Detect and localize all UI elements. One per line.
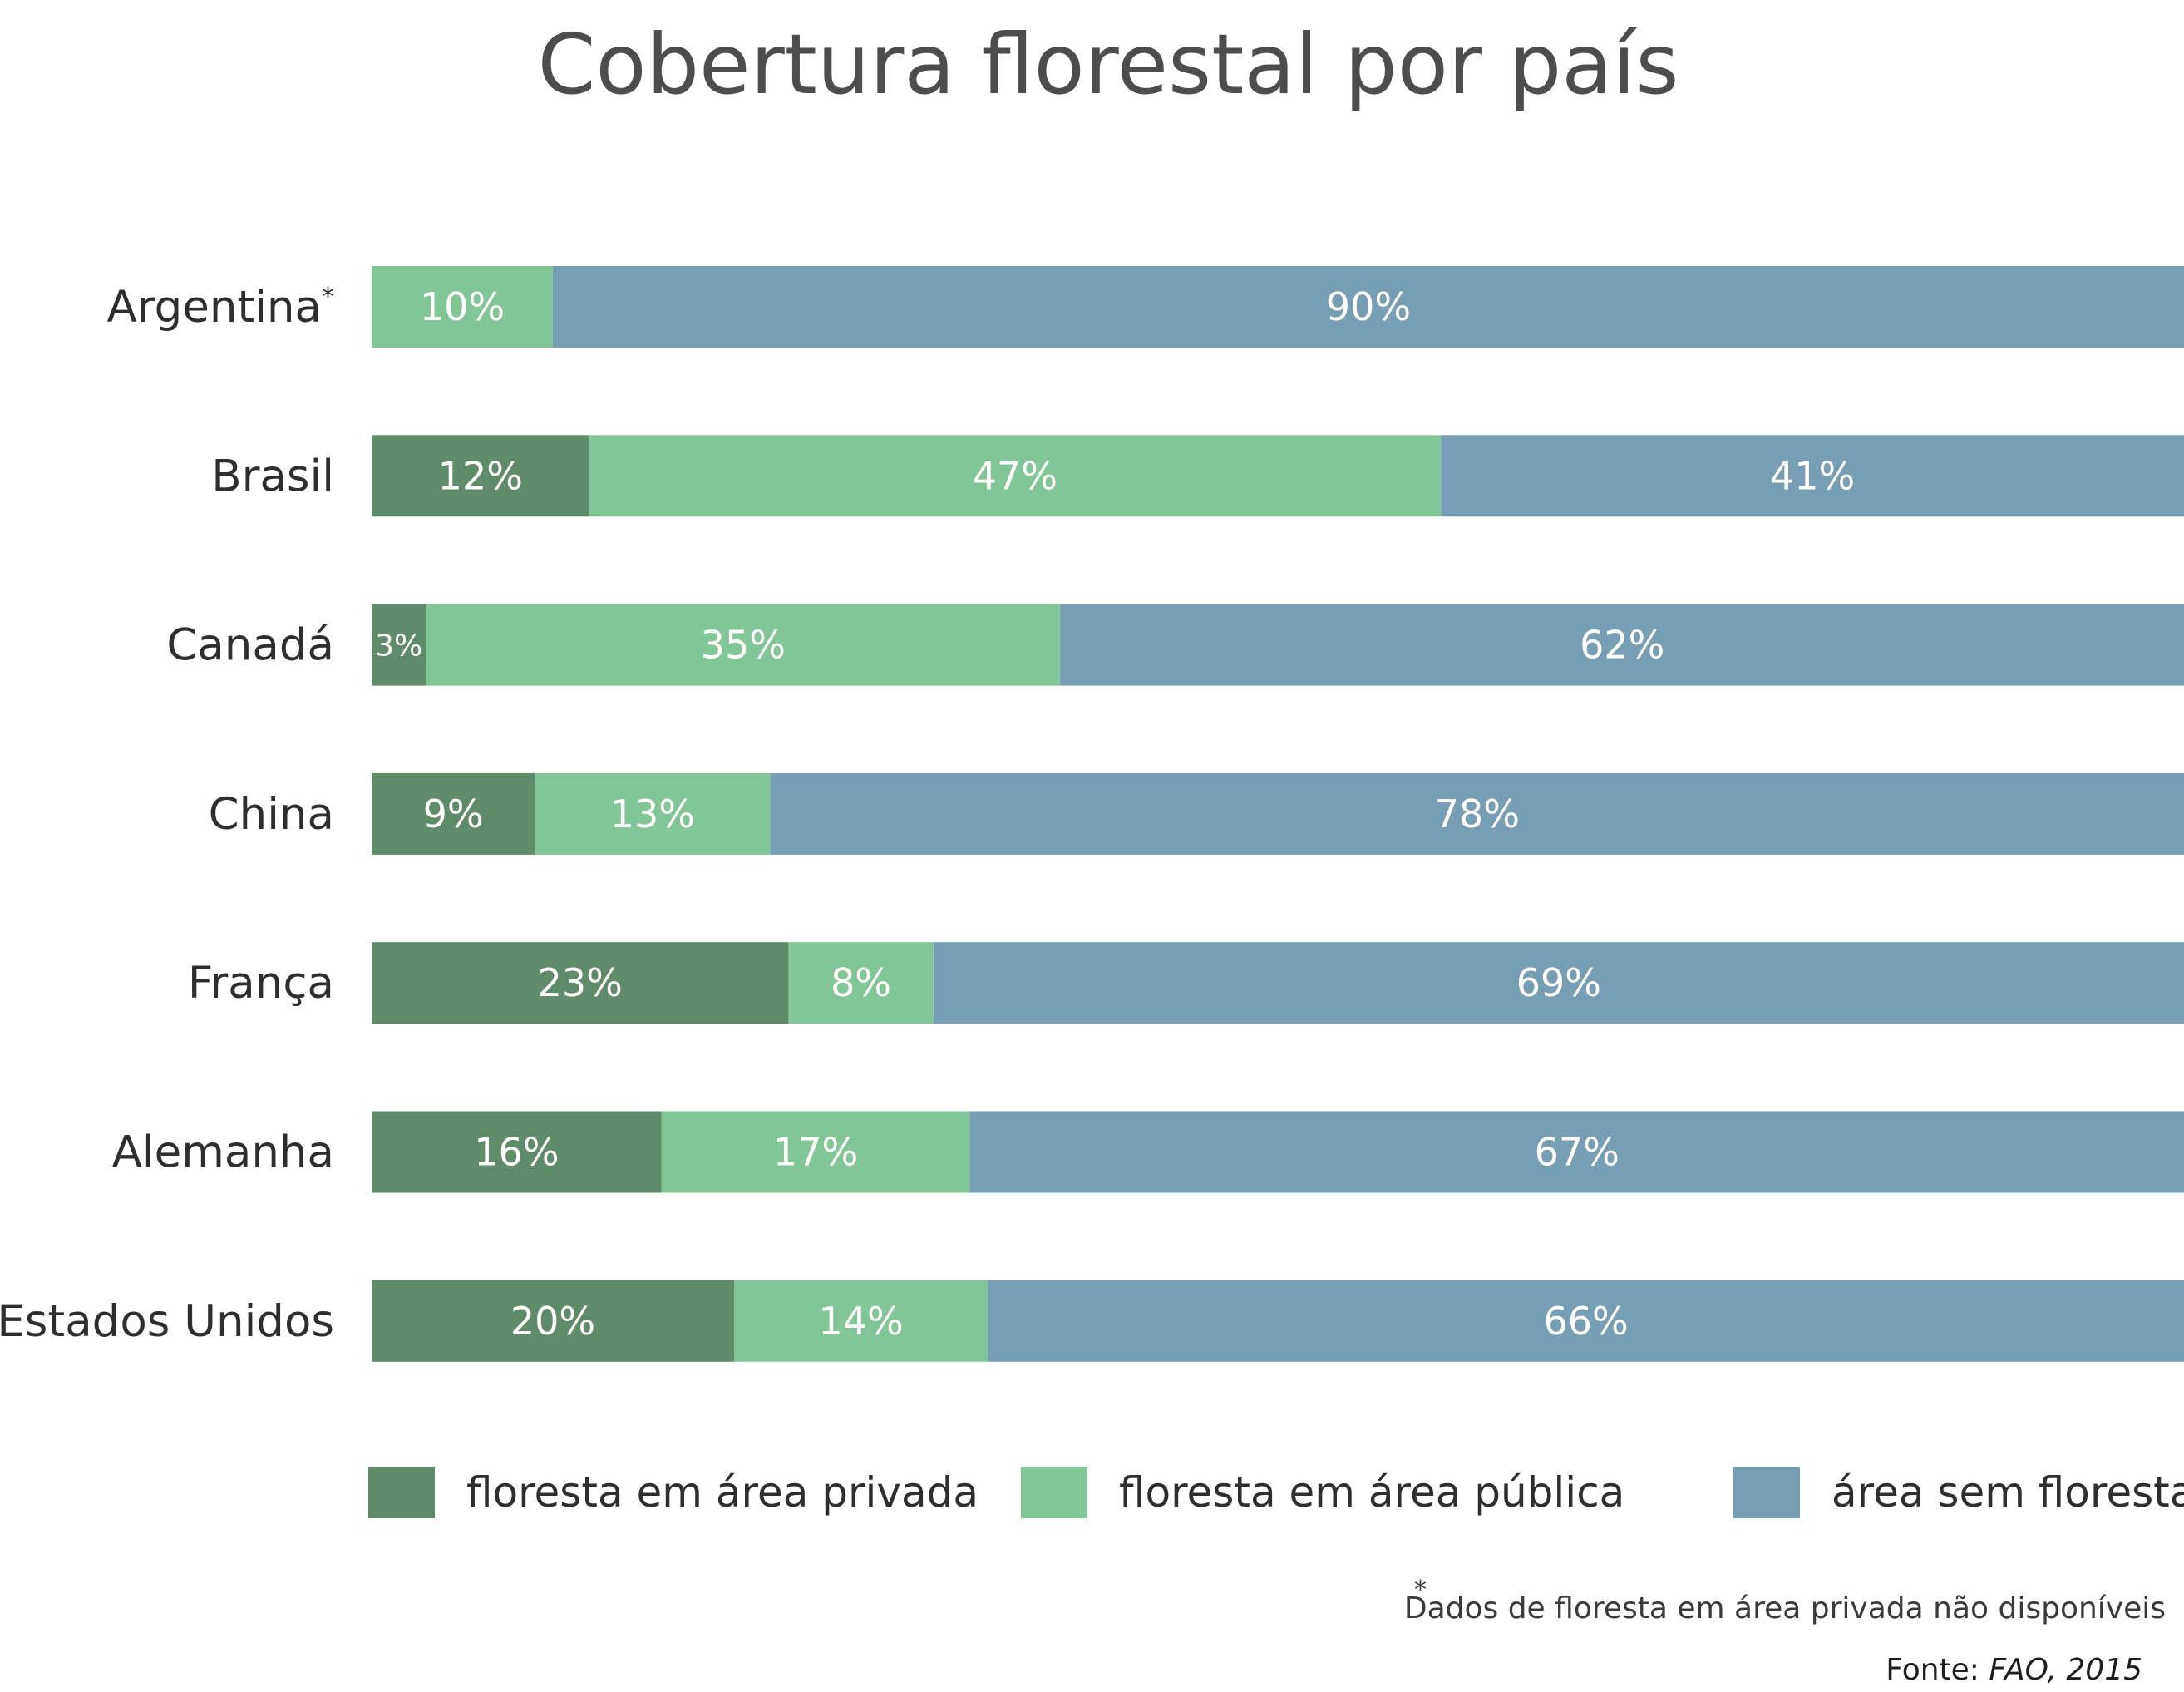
data-label-argentina-floresta-em-area-publica: 10% <box>420 284 505 329</box>
data-label-canada-area-sem-floresta: 62% <box>1580 623 1664 668</box>
category-label-estados-unidos: Estados Unidos <box>0 1296 334 1347</box>
bar-argentina-area-sem-floresta <box>553 266 2184 348</box>
source-line: Fonte: FAO, 2015 <box>1886 1653 2142 1687</box>
legend-swatch-area-sem-floresta <box>1733 1467 1800 1518</box>
legend-swatch-floresta-em-area-publica <box>1021 1467 1087 1518</box>
chart-title: Cobertura florestal por país <box>538 16 1679 113</box>
category-label-china: China <box>209 789 334 840</box>
legend: floresta em área privada floresta em área… <box>368 1467 2184 1518</box>
bar-brasil-floresta-em-area-publica <box>589 435 1442 517</box>
data-label-canada-floresta-em-area-privada: 3% <box>375 629 422 663</box>
bar-franca-floresta-em-area-privada <box>372 942 789 1024</box>
data-label-china-area-sem-floresta: 78% <box>1435 792 1520 836</box>
data-label-alemanha-floresta-em-area-privada: 16% <box>474 1130 559 1175</box>
bar-canada-floresta-em-area-publica <box>426 604 1061 686</box>
bar-argentina-floresta-em-area-publica <box>372 266 553 348</box>
category-label-argentina: Argentina* <box>106 282 334 333</box>
footnote-text: Dados de floresta em área privada não di… <box>1404 1591 2166 1625</box>
bar-estados-unidos-area-sem-floresta <box>988 1280 2184 1362</box>
category-label-brasil: Brasil <box>211 451 334 501</box>
data-label-estados-unidos-area-sem-floresta: 66% <box>1543 1299 1628 1344</box>
source-value: FAO, 2015 <box>1989 1653 2142 1687</box>
bar-alemanha-floresta-em-area-publica <box>661 1111 970 1193</box>
data-label-brasil-floresta-em-area-publica: 47% <box>973 453 1057 498</box>
bar-alemanha-area-sem-floresta <box>969 1111 2184 1193</box>
data-label-canada-floresta-em-area-publica: 35% <box>701 623 786 668</box>
bar-china-area-sem-floresta <box>770 772 2184 855</box>
category-label-canada: Canadá <box>166 620 334 671</box>
data-label-franca-area-sem-floresta: 69% <box>1516 960 1601 1005</box>
bar-china-floresta-em-area-privada <box>372 772 535 855</box>
bar-brasil-floresta-em-area-privada <box>372 435 589 517</box>
data-label-china-floresta-em-area-privada: 9% <box>423 792 484 836</box>
data-label-franca-floresta-em-area-privada: 23% <box>538 960 623 1005</box>
source-label: Fonte: <box>1886 1653 1979 1687</box>
bar-canada-floresta-em-area-privada <box>372 604 426 686</box>
bar-franca-floresta-em-area-publica <box>788 942 934 1024</box>
data-label-brasil-floresta-em-area-privada: 12% <box>438 453 523 498</box>
data-label-alemanha-area-sem-floresta: 67% <box>1535 1130 1620 1175</box>
category-label-franca: França <box>188 958 334 1009</box>
legend-label-floresta-em-area-privada: floresta em área privada <box>466 1468 979 1517</box>
legend-swatch-floresta-em-area-privada <box>368 1467 435 1518</box>
footnote-marker: * <box>1414 1576 1427 1605</box>
bar-china-floresta-em-area-publica <box>535 772 771 855</box>
data-label-argentina-area-sem-floresta: 90% <box>1326 284 1411 329</box>
category-labels: Argentina* Brasil Canadá China França Alemanh… <box>0 282 334 1347</box>
data-label-estados-unidos-floresta-em-area-publica: 14% <box>818 1299 903 1344</box>
bar-estados-unidos-floresta-em-area-privada <box>372 1280 734 1362</box>
bar-alemanha-floresta-em-area-privada <box>372 1111 662 1193</box>
data-label-china-floresta-em-area-publica: 13% <box>610 792 695 836</box>
data-label-brasil-area-sem-floresta: 41% <box>1770 453 1855 498</box>
category-label-alemanha: Alemanha <box>112 1127 334 1178</box>
bar-brasil-area-sem-floresta <box>1441 435 2184 517</box>
data-label-alemanha-floresta-em-area-publica: 17% <box>773 1130 858 1175</box>
bar-canada-area-sem-floresta <box>1060 604 2184 686</box>
data-label-estados-unidos-floresta-em-area-privada: 20% <box>510 1299 595 1344</box>
legend-label-floresta-em-area-publica: floresta em área pública <box>1119 1468 1624 1517</box>
bar-estados-unidos-floresta-em-area-publica <box>734 1280 988 1362</box>
bar-franca-area-sem-floresta <box>933 942 2184 1024</box>
bars-group: 10% 90% 12% 47% 41% 3% 35% 62% 9% 13% 78% 23% 8% 69% 1… <box>372 266 2184 1362</box>
data-label-franca-floresta-em-area-publica: 8% <box>831 960 891 1005</box>
legend-label-area-sem-floresta: área sem floresta <box>1832 1468 2184 1517</box>
